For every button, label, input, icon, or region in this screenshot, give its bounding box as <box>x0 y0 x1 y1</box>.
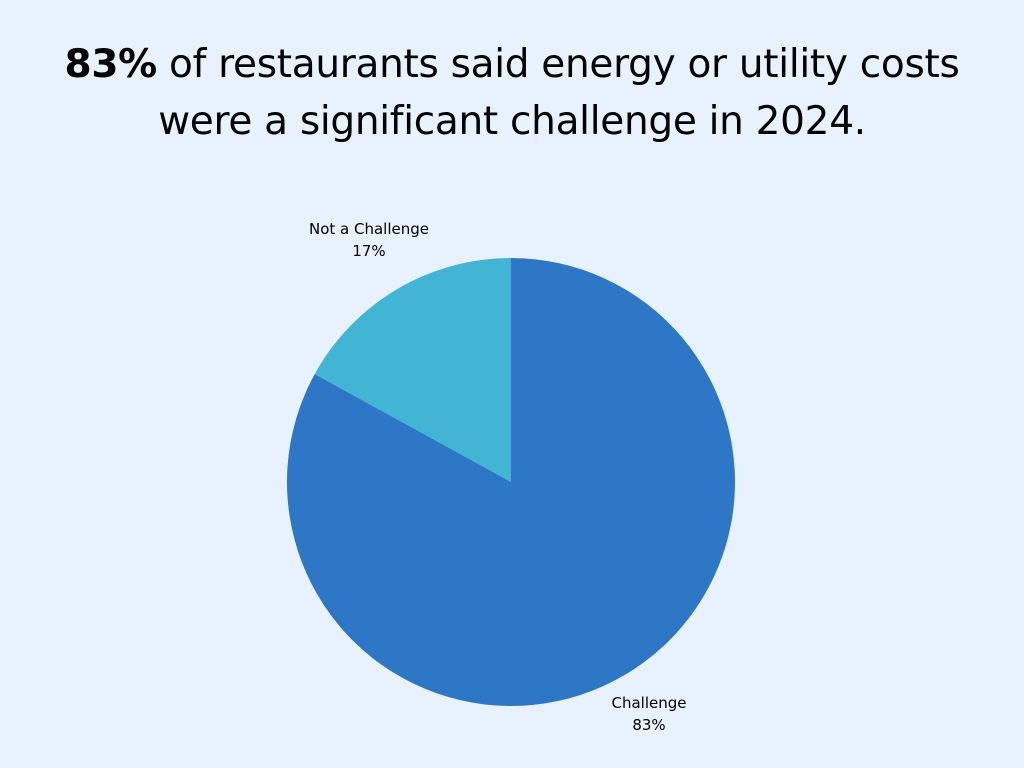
slice-label-not-a-challenge: Not a Challenge 17% <box>269 218 469 262</box>
title-highlight: 83% <box>64 42 158 87</box>
label-name: Challenge <box>611 694 687 712</box>
title-text: of restaurants said energy or utility co… <box>156 42 960 144</box>
label-value: 17% <box>352 242 386 260</box>
slice-label-challenge: Challenge 83% <box>549 692 749 736</box>
label-name: Not a Challenge <box>309 220 429 238</box>
pie-slice-not-a-challenge <box>314 258 511 482</box>
pie-slice-challenge <box>286 258 735 707</box>
chart-title: 83% of restaurants said energy or utilit… <box>62 36 962 150</box>
label-value: 83% <box>632 716 666 734</box>
